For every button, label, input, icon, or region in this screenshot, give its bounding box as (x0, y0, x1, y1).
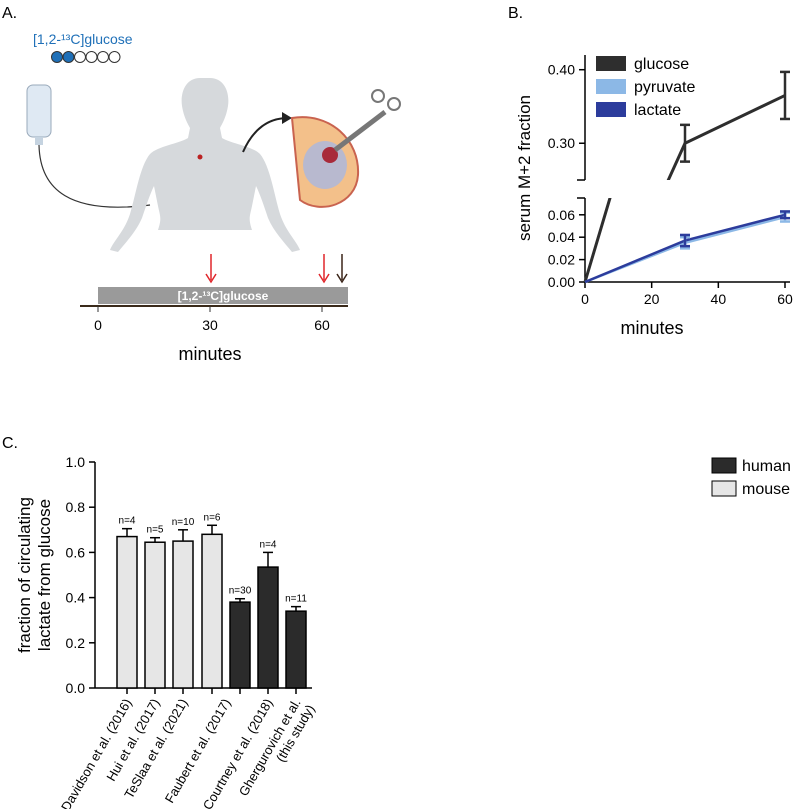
x-tick-label: 20 (644, 291, 660, 307)
y-tick-label: 0.8 (66, 499, 86, 515)
x-axis-label: minutes (620, 318, 683, 338)
y-tick-label: 0.4 (66, 590, 86, 606)
bar (229, 601, 251, 689)
tumor-dot (197, 154, 203, 160)
legend-label: pyruvate (634, 79, 695, 96)
arrowhead (282, 112, 292, 124)
x-tick-label: 60 (314, 317, 330, 333)
panel-label: C. (2, 435, 18, 452)
legend-label: mouse (742, 481, 790, 498)
sample-size: n=10 (172, 517, 195, 528)
panel-a: A. [1,2-¹³C]glucose [1,2-¹³C]glucose (2, 5, 401, 364)
y-tick-label: 1.0 (66, 454, 86, 470)
series-line (585, 321, 785, 364)
x-axis-label: minutes (178, 344, 241, 364)
body-silhouette (110, 78, 300, 252)
tracer-label: [1,2-¹³C]glucose (33, 31, 133, 47)
breast-illustration (290, 89, 401, 208)
y-tick-label: 0.06 (548, 207, 575, 223)
bar (201, 533, 223, 689)
timeline: [1,2-¹³C]glucose 0 30 60 minutes (80, 254, 348, 364)
arrow (242, 117, 289, 153)
legend-label: lactate (634, 102, 681, 119)
y-tick-label: 0.04 (548, 229, 575, 245)
bar (116, 535, 138, 689)
y-tick-label: 0.30 (548, 135, 575, 151)
y-axis-label: fraction of circulating (15, 497, 34, 653)
bar (172, 540, 194, 689)
y-tick-label: 0.2 (66, 635, 86, 651)
y-tick-label: 0.6 (66, 544, 86, 560)
legend-label: human (742, 458, 791, 475)
legend-swatch (596, 79, 626, 94)
panel-label: A. (2, 5, 17, 22)
sample-size: n=5 (147, 525, 164, 536)
x-tick-label: 0 (581, 291, 589, 307)
series-line (585, 320, 785, 364)
x-tick-label: 40 (711, 291, 727, 307)
legend-swatch (711, 480, 737, 497)
y-tick-label: 0.0 (66, 680, 86, 696)
sample-size: n=4 (119, 516, 136, 527)
sample-size: n=30 (229, 586, 252, 597)
legend-label: glucose (634, 56, 689, 73)
bar (144, 541, 166, 689)
legend-swatch (596, 102, 626, 117)
y-tick-label: 0.40 (548, 62, 575, 78)
bar (257, 566, 279, 689)
x-tick-label: 30 (202, 317, 218, 333)
y-axis-label: serum M+2 fraction (515, 95, 534, 241)
infusion-label: [1,2-¹³C]glucose (178, 289, 269, 303)
x-tick-label: 0 (94, 317, 102, 333)
y-tick-label: 0.02 (548, 252, 575, 268)
panel-label: B. (508, 5, 523, 22)
legend-swatch (711, 457, 737, 474)
sample-size: n=6 (204, 512, 221, 523)
carbon-atoms (51, 51, 121, 63)
sample-size: n=11 (285, 594, 307, 605)
sampling-arrows (205, 254, 348, 284)
y-axis-label: lactate from glucose (35, 499, 54, 651)
x-tick-label: 60 (777, 291, 793, 307)
legend-swatch (596, 56, 626, 71)
iv-bag (26, 84, 151, 208)
sample-size: n=4 (260, 539, 277, 550)
y-tick-label: 0.00 (548, 274, 575, 290)
bar (285, 610, 307, 689)
